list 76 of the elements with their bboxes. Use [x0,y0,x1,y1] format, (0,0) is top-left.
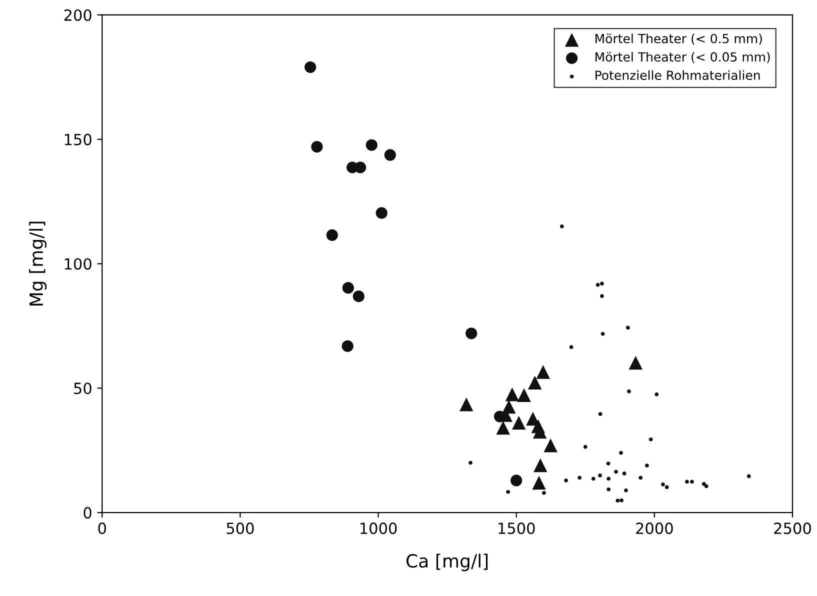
point [664,485,669,490]
point [528,376,542,390]
point [496,420,510,435]
x-tick-label: 1500 [498,522,535,534]
point [690,480,694,484]
legend-label: Potenzielle Rohmaterialien [596,70,760,80]
x-tick-label: 500 [226,522,254,534]
point [304,61,316,73]
point [564,478,568,482]
y-tick-label: 50 [74,382,92,394]
point [376,207,388,219]
y-tick-label: 150 [64,134,92,146]
point [510,474,522,486]
point [598,412,602,416]
point [544,438,558,452]
point [654,392,659,396]
point [466,328,478,340]
point [512,416,526,430]
point [384,149,396,161]
point [622,472,626,476]
point [702,482,706,486]
point [366,139,378,151]
point [517,388,531,402]
point [506,490,510,494]
point [620,498,624,502]
point [542,490,546,495]
point [644,464,649,468]
x-axis-title: Ca [mg/l] [406,554,488,572]
point [560,224,564,228]
point [533,458,548,472]
point [600,332,605,336]
point [342,340,354,352]
point [311,140,323,153]
point [619,450,623,455]
point [578,476,582,480]
point [536,365,550,379]
point [627,389,631,394]
point [661,482,665,486]
point [583,444,588,449]
y-tick-label: 0 [84,507,92,519]
point [628,356,643,370]
x-tick-label: 2500 [774,522,811,534]
point [606,476,611,481]
point [606,487,611,492]
point [596,282,600,287]
point [352,290,364,302]
point [685,480,689,484]
point [468,460,472,465]
point [624,488,628,492]
point [354,162,366,174]
legend-label: Mörtel Theater (< 0.5 mm) [596,34,762,45]
point [606,462,610,466]
legend-label: Mörtel Theater (< 0.05 mm) [596,52,770,64]
y-tick-label: 200 [64,9,92,21]
point [326,229,338,241]
point [532,476,546,490]
point [616,498,620,503]
point [600,294,604,298]
point [598,474,602,478]
point [569,345,574,350]
point [600,282,604,286]
point [746,474,751,478]
y-axis-title: Mg [mg/l] [29,222,47,306]
x-tick-label: 0 [98,522,106,534]
point [505,387,520,402]
point [704,484,708,488]
point [626,326,630,330]
point [638,476,643,480]
point [342,282,354,294]
x-tick-label: 1000 [360,522,397,534]
point [591,476,596,481]
x-tick-label: 2000 [636,522,673,534]
point [614,470,618,474]
y-tick-label: 100 [64,258,92,270]
point [648,437,653,442]
point [459,397,474,412]
